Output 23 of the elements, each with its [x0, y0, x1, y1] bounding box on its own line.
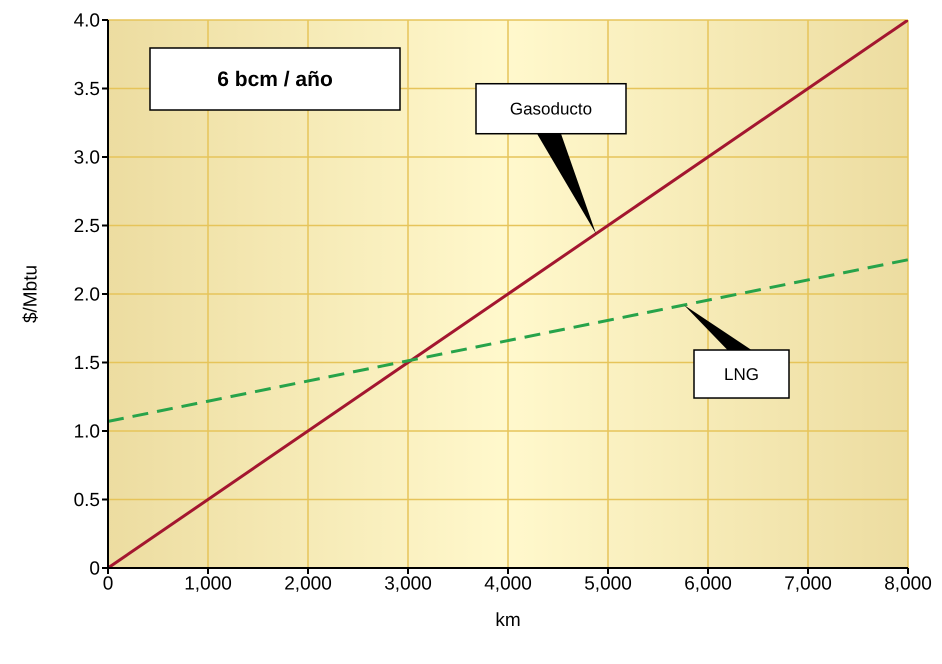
x-tick-label: 6,000 — [684, 573, 732, 594]
x-tick-label: 8,000 — [884, 573, 932, 594]
x-tick-label: 4,000 — [484, 573, 532, 594]
y-tick-label: 1.0 — [74, 422, 100, 443]
y-tick-label: 3.5 — [74, 79, 100, 100]
y-tick-label: 0 — [89, 558, 100, 580]
annotation: LNG — [724, 365, 759, 384]
y-tick-label: 0.5 — [74, 490, 100, 512]
y-axis-title: $/Mbtu — [20, 264, 42, 324]
x-tick-label: 3,000 — [384, 573, 432, 594]
y-tick-label: 3.0 — [74, 148, 100, 169]
x-tick-label: 5,000 — [584, 573, 632, 594]
y-tick-label: 4.0 — [74, 10, 100, 32]
x-axis-title: km — [495, 610, 521, 631]
x-tick-label: 1,000 — [184, 573, 232, 594]
annotation: 6 bcm / año — [217, 68, 333, 91]
x-tick-label: 0 — [102, 573, 114, 594]
annotation: Gasoducto — [510, 100, 592, 119]
x-tick-label: 2,000 — [284, 573, 332, 594]
y-tick-label: 2.0 — [74, 284, 100, 306]
y-tick-label: 1.5 — [74, 353, 100, 374]
x-tick-label: 7,000 — [784, 573, 832, 594]
y-tick-label: 2.5 — [74, 216, 100, 238]
